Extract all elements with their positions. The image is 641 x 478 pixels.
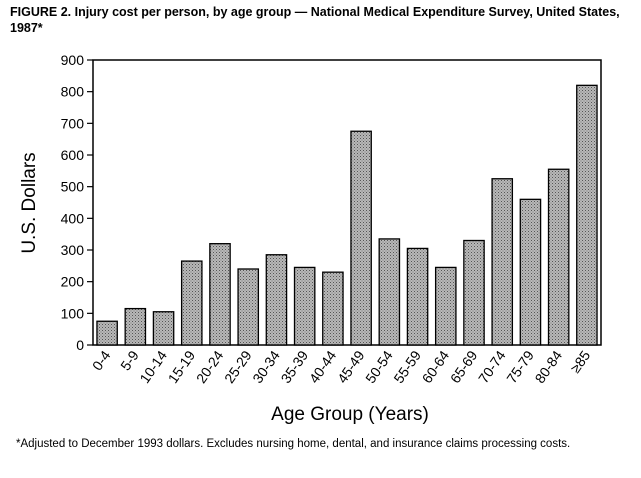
x-tick-label: 50-54: [362, 347, 396, 386]
x-tick-label: 40-44: [306, 347, 340, 386]
bar-25-29: [237, 268, 260, 346]
bar-20-24: [209, 243, 231, 346]
bar-80-84: [547, 168, 570, 346]
bar-60-64: [434, 266, 457, 346]
bar-30-34: [265, 254, 288, 346]
bar-chart: 0 100 200 300 400 500 600 700 800 900 0-4 5-910-14…: [19, 52, 602, 425]
bar-10-14: [152, 311, 175, 346]
y-axis-title: U.S. Dollars: [19, 152, 40, 253]
x-tick-label: 65-69: [447, 347, 481, 386]
x-tick-label: 20-24: [193, 347, 227, 386]
x-tick-label: 35-39: [277, 347, 311, 386]
y-tick-label: 500: [61, 179, 85, 195]
x-tick-label: 30-34: [249, 347, 283, 386]
y-tick-label: 0: [76, 337, 84, 353]
bar-70-74: [491, 178, 514, 346]
figure-title: FIGURE 2. Injury cost per person, by age…: [10, 5, 620, 35]
x-axis-title: Age Group (Years): [271, 404, 429, 425]
x-tick-label: 10-14: [136, 347, 170, 386]
footnote: *Adjusted to December 1993 dollars. Excl…: [16, 438, 571, 450]
bar-≥85: [576, 84, 598, 346]
x-tick-label: 15-19: [165, 347, 199, 386]
x-tick-label: 80-84: [531, 347, 565, 386]
x-tick-label: 70-74: [475, 347, 509, 386]
bar-40-44: [322, 271, 344, 346]
bar-50-54: [378, 238, 401, 346]
bar-75-79: [519, 198, 542, 346]
y-tick-label: 700: [61, 115, 85, 131]
x-tick-label: 60-64: [419, 347, 453, 386]
bar-15-19: [180, 260, 203, 346]
x-tick-label: 55-59: [390, 347, 424, 386]
y-tick-label: 200: [61, 274, 85, 290]
plot-area-frame: [92, 59, 602, 346]
x-tick-label: 25-29: [221, 347, 255, 386]
x-tick-label: 75-79: [503, 347, 537, 386]
bar-0-4: [96, 320, 118, 346]
x-tick-label: 45-49: [334, 347, 368, 386]
bar-65-69: [463, 239, 485, 346]
y-tick-label: 400: [61, 210, 85, 226]
y-tick-label: 600: [61, 147, 85, 163]
bar-45-49: [350, 130, 372, 346]
bar-35-39: [293, 266, 316, 346]
x-tick-label: 0-4: [89, 347, 114, 373]
bar-55-59: [406, 247, 429, 346]
x-tick-label: ≥85: [567, 347, 594, 375]
y-tick-label: 100: [61, 305, 85, 321]
y-tick-label: 300: [61, 242, 85, 258]
y-tick-label: 800: [61, 84, 85, 100]
bar-5-9: [124, 307, 147, 346]
y-tick-label: 900: [61, 52, 85, 68]
x-tick-label: 5-9: [117, 347, 142, 373]
